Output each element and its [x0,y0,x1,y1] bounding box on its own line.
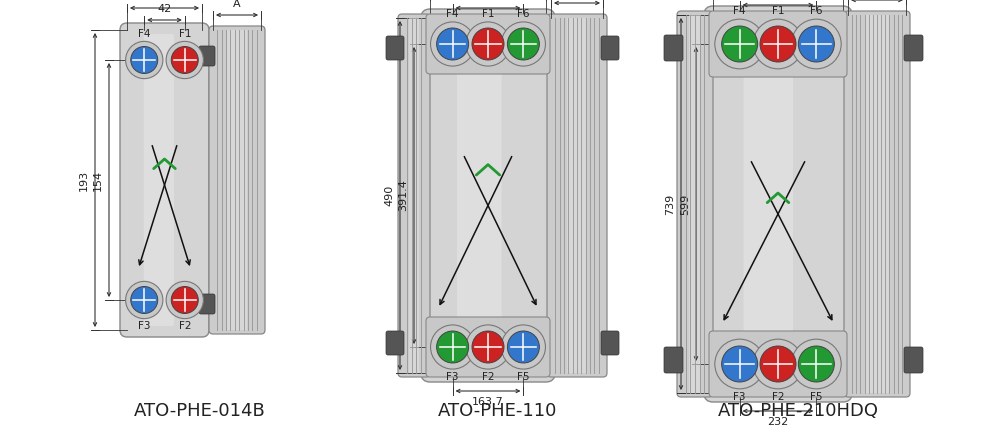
Text: ATO-PHE-110: ATO-PHE-110 [438,402,558,420]
Circle shape [501,325,545,369]
FancyBboxPatch shape [421,9,555,382]
Text: F1: F1 [178,29,191,39]
Text: ATO-PHE-014B: ATO-PHE-014B [134,402,265,420]
Circle shape [507,331,539,363]
Text: F5: F5 [810,392,823,402]
FancyBboxPatch shape [904,35,923,61]
FancyBboxPatch shape [844,11,910,397]
Circle shape [501,22,545,66]
Text: F3: F3 [733,392,746,402]
FancyBboxPatch shape [601,331,619,355]
Text: F1: F1 [482,9,494,19]
Bar [865,15,889,393]
Circle shape [166,41,203,78]
Circle shape [507,28,539,60]
FancyBboxPatch shape [704,6,852,402]
Text: A: A [233,0,241,9]
FancyBboxPatch shape [199,46,215,66]
Text: 599: 599 [680,193,690,215]
FancyBboxPatch shape [199,294,215,314]
FancyBboxPatch shape [677,11,713,397]
Circle shape [126,281,163,319]
Circle shape [722,346,758,382]
Circle shape [753,339,803,389]
Circle shape [126,41,163,78]
Text: F4: F4 [733,6,746,16]
Text: 154: 154 [93,169,103,191]
Circle shape [131,46,158,74]
Text: 163.7: 163.7 [472,397,504,407]
Circle shape [131,287,158,314]
Circle shape [431,22,475,66]
Bar [227,30,247,330]
FancyBboxPatch shape [547,14,607,377]
Text: 739: 739 [665,193,675,215]
Circle shape [437,331,469,363]
FancyBboxPatch shape [386,331,404,355]
FancyBboxPatch shape [744,21,793,388]
Text: F1: F1 [772,6,784,16]
Circle shape [722,26,758,62]
Circle shape [760,346,796,382]
Text: F4: F4 [446,9,459,19]
Bar [409,18,419,373]
Circle shape [466,325,510,369]
Circle shape [792,19,841,69]
Circle shape [753,19,803,69]
Circle shape [760,26,796,62]
Circle shape [715,19,764,69]
Bar [567,18,587,373]
Text: 84: 84 [157,0,172,2]
Circle shape [472,331,504,363]
FancyBboxPatch shape [601,36,619,60]
Text: F2: F2 [482,372,494,382]
FancyBboxPatch shape [664,347,683,373]
Circle shape [431,325,475,369]
Text: 157.2: 157.2 [472,0,504,2]
Circle shape [472,28,504,60]
Text: 193: 193 [79,169,89,191]
Circle shape [798,26,834,62]
FancyBboxPatch shape [398,14,430,377]
Text: F5: F5 [517,372,530,382]
Text: ATO-PHE-210HDQ: ATO-PHE-210HDQ [718,402,879,420]
FancyBboxPatch shape [426,14,550,74]
Circle shape [437,28,469,60]
Bar [689,15,701,393]
FancyBboxPatch shape [120,23,209,337]
FancyBboxPatch shape [709,11,847,77]
Text: F6: F6 [517,9,530,19]
Circle shape [171,287,198,314]
Circle shape [792,339,841,389]
Circle shape [171,46,198,74]
Circle shape [466,22,510,66]
Text: F4: F4 [138,29,150,39]
Circle shape [798,346,834,382]
FancyBboxPatch shape [386,36,404,60]
Text: F3: F3 [138,321,150,331]
Text: F2: F2 [178,321,191,331]
FancyBboxPatch shape [709,331,847,397]
FancyBboxPatch shape [664,35,683,61]
Text: 42: 42 [157,4,172,14]
Text: 490: 490 [384,185,394,206]
Text: 232: 232 [767,417,789,427]
FancyBboxPatch shape [904,347,923,373]
FancyBboxPatch shape [144,34,174,326]
Circle shape [166,281,203,319]
Text: F3: F3 [446,372,459,382]
FancyBboxPatch shape [426,317,550,377]
Text: F2: F2 [772,392,784,402]
Text: 391.4: 391.4 [398,179,408,211]
Text: F6: F6 [810,6,823,16]
FancyBboxPatch shape [457,23,502,368]
Circle shape [715,339,764,389]
FancyBboxPatch shape [209,26,265,334]
